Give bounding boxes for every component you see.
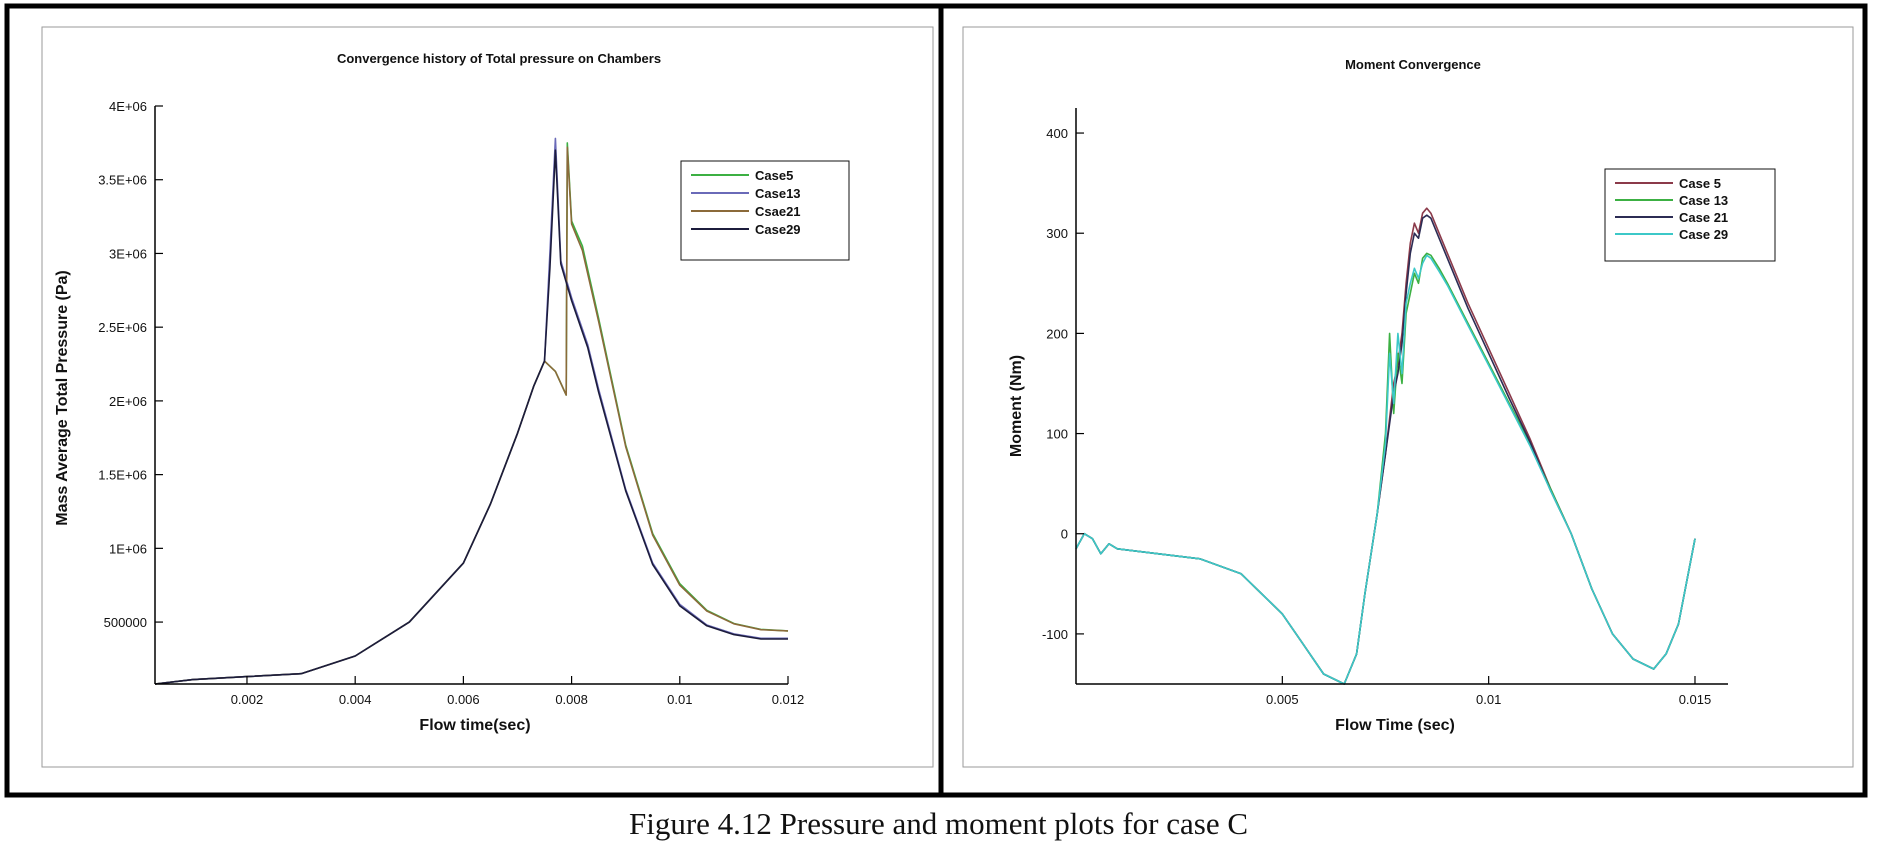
x-axis-label: Flow Time (sec) xyxy=(1335,717,1455,734)
y-tick-label: 100 xyxy=(1046,427,1068,442)
y-axis-label: Mass Average Total Pressure (Pa) xyxy=(54,270,71,526)
y-tick-label: 200 xyxy=(1046,326,1068,341)
legend-label: Case29 xyxy=(755,222,801,237)
x-tick-label: 0.008 xyxy=(555,692,588,707)
y-tick-label: 500000 xyxy=(104,615,147,630)
outer-border xyxy=(4,3,1868,798)
x-tick-label: 0.004 xyxy=(339,692,372,707)
y-tick-label: 1E+06 xyxy=(109,541,147,556)
y-tick-label: 1.5E+06 xyxy=(98,468,147,483)
x-tick-label: 0.01 xyxy=(1476,692,1501,707)
legend-label: Case 29 xyxy=(1679,227,1728,242)
figure-caption: Figure 4.12 Pressure and moment plots fo… xyxy=(628,806,1249,841)
x-tick-label: 0.01 xyxy=(667,692,692,707)
x-axis-label: Flow time(sec) xyxy=(419,717,530,734)
right-panel-border xyxy=(962,26,1854,768)
y-tick-label: 300 xyxy=(1046,226,1068,241)
legend-label: Case5 xyxy=(755,168,793,183)
legend-box xyxy=(1604,168,1776,262)
y-tick-label: 4E+06 xyxy=(109,99,147,114)
legend-label: Case13 xyxy=(755,186,801,201)
series-line-4 xyxy=(154,149,788,685)
x-tick-label: 0.005 xyxy=(1266,692,1299,707)
legend-label: Case 21 xyxy=(1679,210,1728,225)
left-panel-border xyxy=(41,26,934,768)
legend-label: Case 5 xyxy=(1679,176,1721,191)
x-tick-label: 0.015 xyxy=(1679,692,1712,707)
chart-title: Moment Convergence xyxy=(1345,57,1481,72)
y-axis-label: Moment (Nm) xyxy=(1008,355,1025,457)
y-tick-label: 2E+06 xyxy=(109,394,147,409)
x-tick-label: 0.012 xyxy=(772,692,805,707)
x-tick-label: 0.002 xyxy=(231,692,264,707)
legend: Case 5 Case 13 Case 21 Case 29 xyxy=(1604,168,1776,262)
chart-title: Convergence history of Total pressure on… xyxy=(337,51,661,66)
legend-label: Csae21 xyxy=(755,204,801,219)
y-tick-label: 2.5E+06 xyxy=(98,320,147,335)
pressure-chart: Convergence history of Total pressure on… xyxy=(54,51,850,734)
series-line-4 xyxy=(1075,254,1696,685)
y-tick-label: -100 xyxy=(1042,627,1068,642)
y-tick-label: 400 xyxy=(1046,126,1068,141)
series-line-2 xyxy=(1075,252,1696,685)
y-tick-label: 3E+06 xyxy=(109,246,147,261)
y-tick-label: 0 xyxy=(1061,527,1068,542)
legend-label: Case 13 xyxy=(1679,193,1728,208)
moment-chart: Moment Convergence 0.005 0.01 0.015 -100 0 10… xyxy=(1008,57,1776,734)
legend: Case5 Case13 Csae21 Case29 xyxy=(680,160,850,261)
x-tick-label: 0.006 xyxy=(447,692,480,707)
y-tick-label: 3.5E+06 xyxy=(98,173,147,188)
